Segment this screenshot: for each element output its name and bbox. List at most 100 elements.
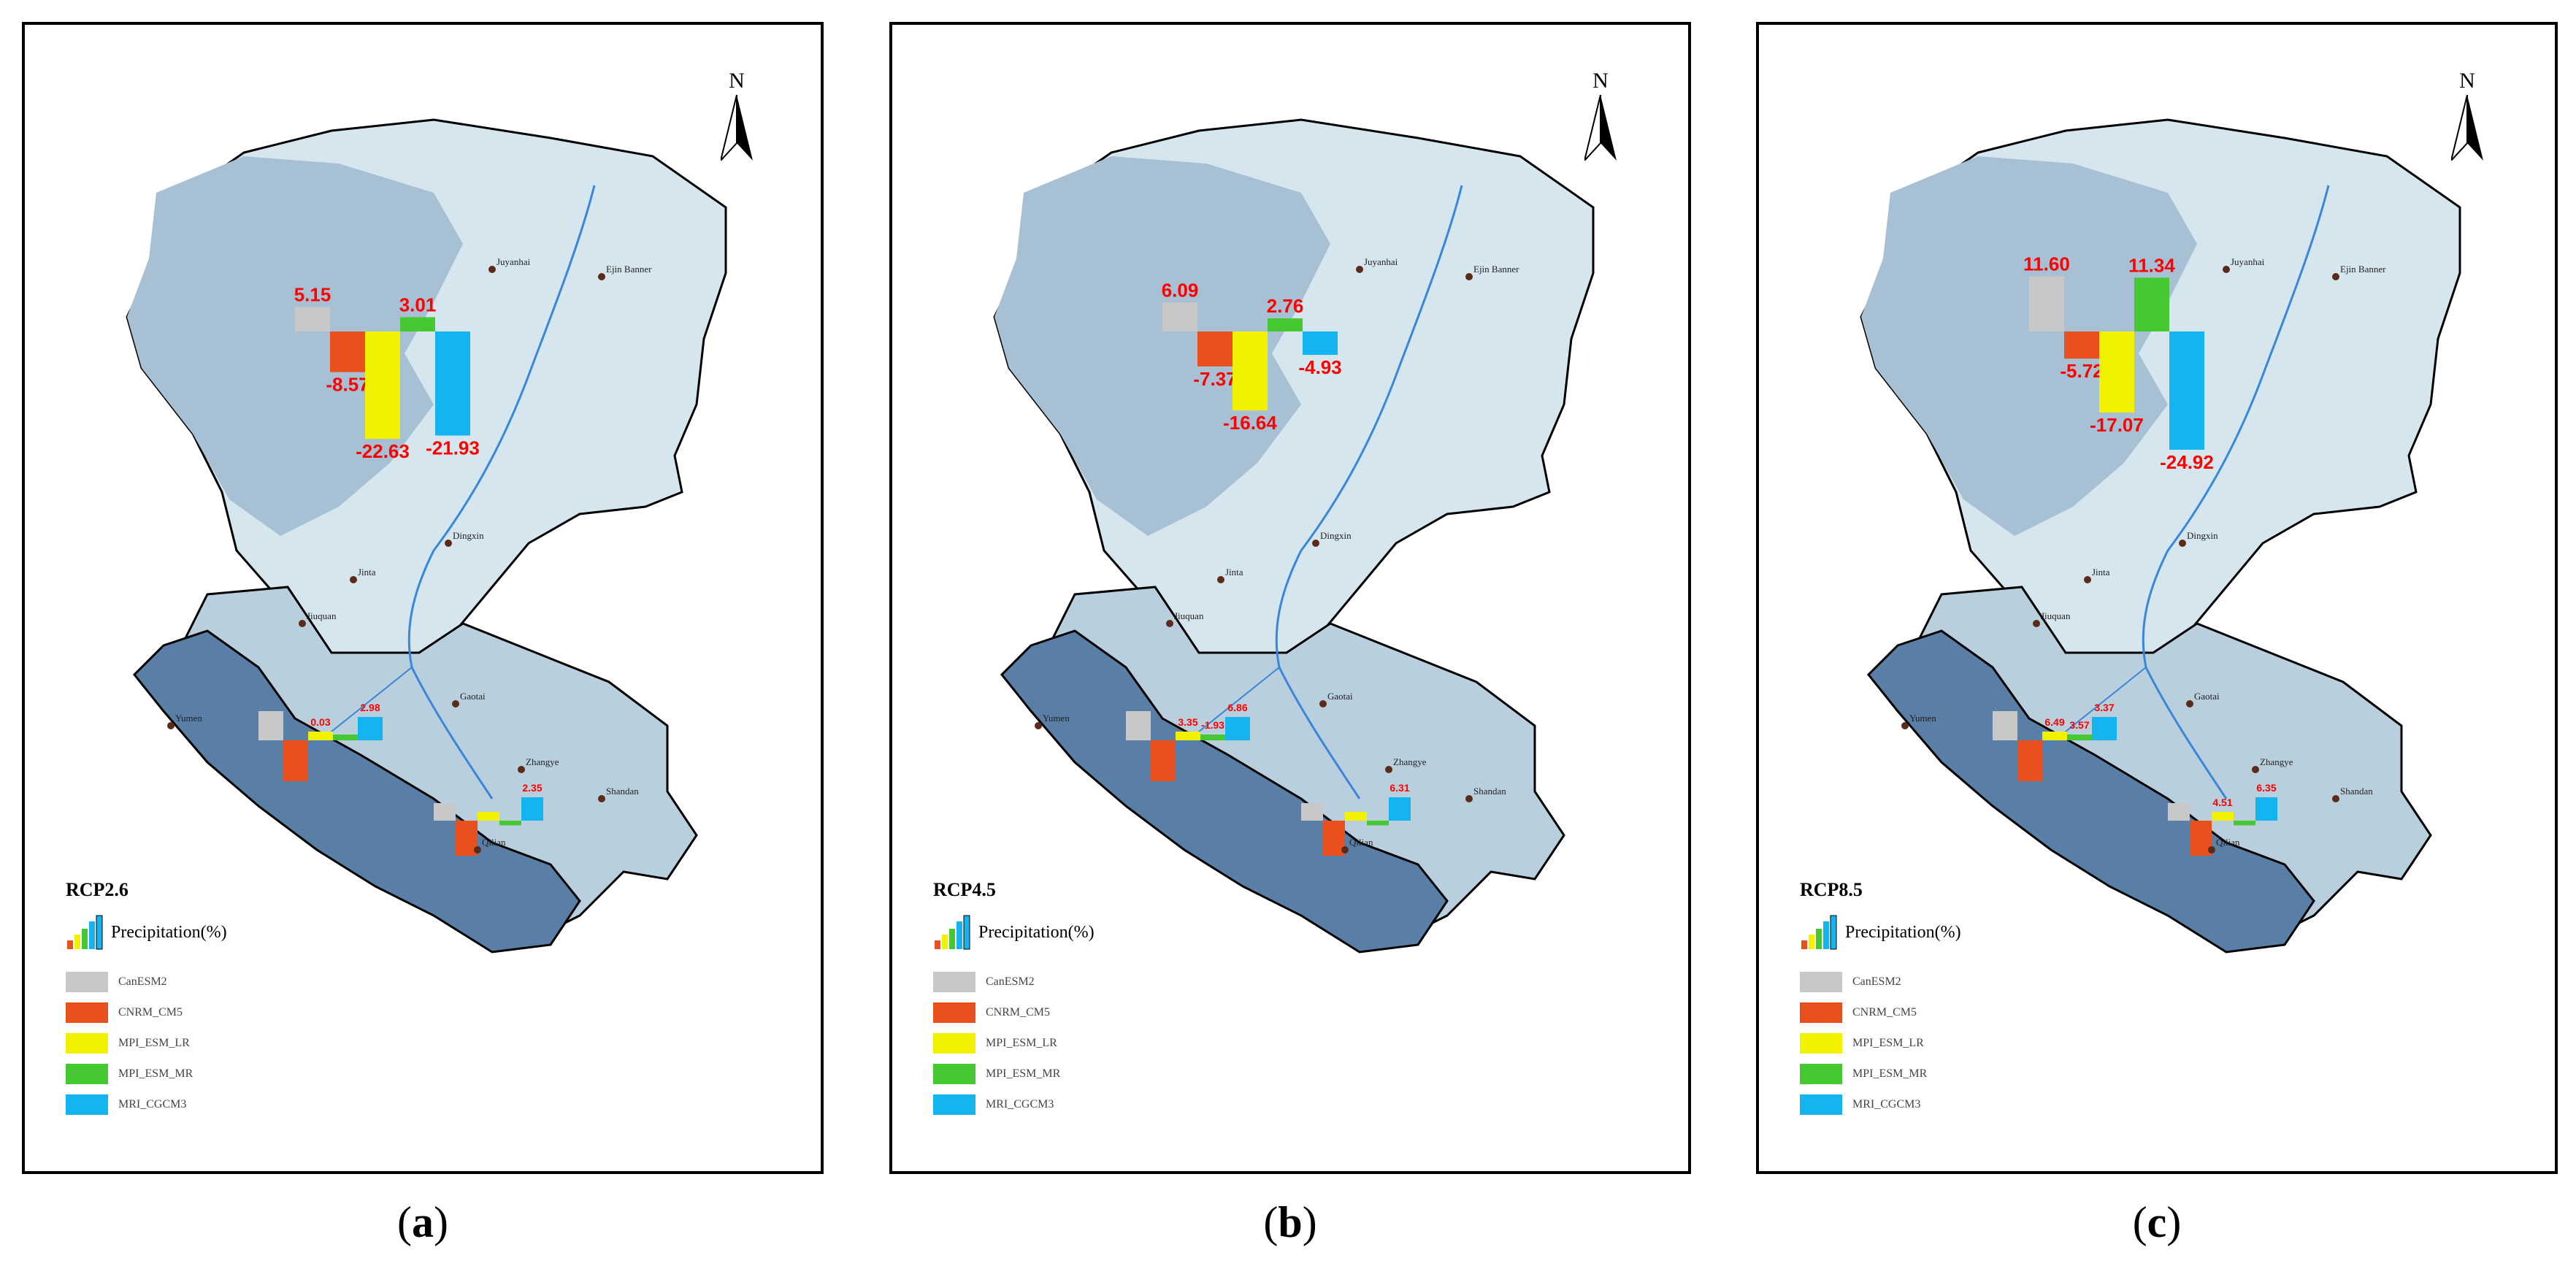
bar-CanESM2 xyxy=(2029,276,2064,331)
bar-CanESM2 xyxy=(2168,803,2190,821)
legend-swatch xyxy=(1800,1002,1842,1023)
tributary-river xyxy=(1169,667,1280,756)
bar-value-label: 3.37 xyxy=(2094,702,2114,713)
legend-item: MPI_ESM_MR xyxy=(933,1059,1225,1089)
place-label: Gaotai xyxy=(1327,691,1353,702)
legend-swatch xyxy=(1800,1033,1842,1054)
place-label: Dingxin xyxy=(1320,530,1352,541)
bar-MPI_ESM_MR xyxy=(499,821,521,826)
legend-item: CanESM2 xyxy=(933,967,1225,997)
bar-MRI_CGCM3 xyxy=(2092,717,2117,740)
bar-CanESM2 xyxy=(434,803,456,821)
place-marker xyxy=(2186,700,2193,707)
place-label: Jinta xyxy=(358,567,376,578)
bar-MRI_CGCM3 xyxy=(1389,797,1411,821)
bar-CNRM_CM5 xyxy=(2017,740,2042,781)
legend-swatch xyxy=(1800,972,1842,992)
bar-MPI_ESM_MR xyxy=(1268,318,1303,331)
bar-MPI_ESM_LR xyxy=(1345,812,1367,821)
bar-MPI_ESM_MR xyxy=(1367,821,1389,826)
map-panel-c: 11.60 -5.72 -17.07 11.34 -24.92 6.49 3.57 3.37 4… xyxy=(1756,22,2558,1174)
bar-MRI_CGCM3 xyxy=(358,717,383,740)
upper-basin-bars: 11.60 -5.72 -17.07 11.34 -24.92 xyxy=(2023,253,2214,473)
scenario-label: RCP2.6 xyxy=(66,879,129,900)
lower-basin-bars: 4.51 6.35 xyxy=(2168,782,2277,856)
bar-MRI_CGCM3 xyxy=(521,797,543,821)
legend-title: Precipitation(%) xyxy=(1800,914,2092,951)
bar-MPI_ESM_MR xyxy=(2234,821,2255,826)
bar-CNRM_CM5 xyxy=(1197,331,1233,367)
bar-chart-icon xyxy=(1801,915,1837,950)
place-marker xyxy=(1385,766,1392,773)
legend-label: MRI_CGCM3 xyxy=(986,1098,1054,1111)
bar-value-label: 3.35 xyxy=(1178,716,1197,728)
place-marker xyxy=(2033,620,2040,627)
basin-map: 6.09 -7.37 -16.64 2.76 -4.93 3.35 -1.936.86 6.3… xyxy=(993,118,1595,954)
place-label: Dingxin xyxy=(453,530,484,541)
legend-item: MPI_ESM_LR xyxy=(933,1028,1225,1059)
lower-basin-bars: 2.35 xyxy=(434,782,543,856)
legend-item: MPI_ESM_LR xyxy=(1800,1028,2092,1059)
bar-value-label: -1.93 xyxy=(1201,719,1224,731)
place-label: Qilian xyxy=(1349,837,1373,848)
place-marker xyxy=(1356,266,1363,273)
legend-item: CanESM2 xyxy=(1800,967,2092,997)
bar-value-label: -21.93 xyxy=(426,437,480,459)
place-label: Juyanhai xyxy=(2231,256,2265,267)
bar-value-label: 11.34 xyxy=(2128,254,2175,276)
place-label: Jiuquan xyxy=(1174,610,1204,621)
qilian-mountains xyxy=(1866,629,2315,954)
legend-item: CNRM_CM5 xyxy=(66,997,358,1028)
place-marker xyxy=(1035,722,1042,729)
bar-value-label: 2.35 xyxy=(522,782,542,794)
legend-swatch xyxy=(66,1002,108,1023)
legend-item: CNRM_CM5 xyxy=(933,997,1225,1028)
bar-MPI_ESM_MR xyxy=(333,734,358,740)
bar-value-label: 6.49 xyxy=(2044,716,2064,728)
panel-caption: (b) xyxy=(1263,1198,1317,1246)
place-label: Juyanhai xyxy=(497,256,531,267)
bar-CNRM_CM5 xyxy=(283,740,308,781)
bar-MRI_CGCM3 xyxy=(2169,331,2204,450)
place-marker xyxy=(2252,766,2259,773)
basin-map: 5.15 -8.57 -22.63 3.01 -21.93 0.03 2.98 2.35 Eji… xyxy=(126,118,727,954)
north-arrow-icon: N xyxy=(1579,69,1622,171)
place-label: Gaotai xyxy=(460,691,486,702)
place-label: Zhangye xyxy=(526,756,559,767)
place-label: Ejin Banner xyxy=(1473,264,1519,275)
northern-darker-region xyxy=(994,156,1330,536)
bar-value-label: 6.31 xyxy=(1389,782,1409,794)
place-marker xyxy=(1465,795,1473,802)
place-label: Jiuquan xyxy=(2041,610,2071,621)
place-marker xyxy=(2208,846,2215,854)
bar-value-label: 2.98 xyxy=(360,702,380,713)
legend-label: MPI_ESM_MR xyxy=(986,1067,1061,1080)
bar-MPI_ESM_LR xyxy=(2212,812,2234,821)
legend-swatch xyxy=(66,972,108,992)
legend-swatch xyxy=(1800,1094,1842,1115)
middle-basin-bars: 6.49 3.57 3.37 xyxy=(1993,702,2117,781)
legend: RCP8.5 Precipitation(%) CanESM2 CNRM_CM5 MPI… xyxy=(1800,879,2092,1120)
middle-basin-bars: 0.03 2.98 xyxy=(258,702,383,781)
legend-item: MRI_CGCM3 xyxy=(66,1089,358,1120)
bar-chart-icon xyxy=(935,915,970,950)
bar-value-label: -8.57 xyxy=(326,374,369,396)
bar-value-label: -5.72 xyxy=(2060,360,2103,382)
tributary-river xyxy=(302,667,413,756)
bar-CanESM2 xyxy=(295,307,330,331)
bar-MRI_CGCM3 xyxy=(2255,797,2277,821)
qilian-mountains xyxy=(1000,629,1449,954)
legend-swatch xyxy=(66,1094,108,1115)
place-marker xyxy=(518,766,525,773)
north-arrow-icon: N xyxy=(2445,69,2489,171)
place-marker xyxy=(1319,700,1327,707)
bar-MPI_ESM_LR xyxy=(365,331,400,440)
bar-chart-icon xyxy=(67,915,103,950)
place-label: Yumen xyxy=(175,713,202,724)
bar-value-label: 3.01 xyxy=(399,294,437,315)
place-marker xyxy=(1166,620,1173,627)
legend: RCP4.5 Precipitation(%) CanESM2 CNRM_CM5 MPI… xyxy=(933,879,1225,1120)
middle-basin-bars: 3.35 -1.936.86 xyxy=(1126,702,1250,781)
bar-MPI_ESM_MR xyxy=(2134,277,2169,331)
place-label: Qilian xyxy=(2216,837,2240,848)
